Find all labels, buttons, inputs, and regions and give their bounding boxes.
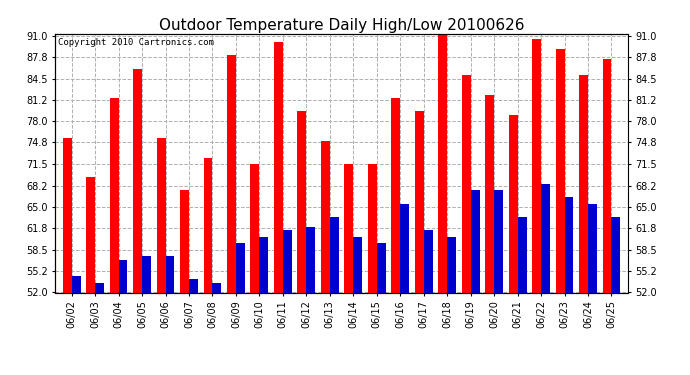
Bar [236,243,245,292]
Bar [213,283,221,292]
Bar [63,138,72,292]
Bar [321,141,330,292]
Bar [250,164,259,292]
Bar [424,230,433,292]
Bar [518,217,526,292]
Bar [86,177,95,292]
Bar [611,217,620,292]
Bar [110,98,119,292]
Bar [330,217,339,292]
Bar [485,95,494,292]
Bar [368,164,377,292]
Bar [555,49,564,292]
Bar [72,276,81,292]
Bar [532,39,541,292]
Bar [180,190,189,292]
Text: Copyright 2010 Cartronics.com: Copyright 2010 Cartronics.com [58,38,214,46]
Bar [447,237,456,292]
Bar [119,260,128,292]
Bar [564,197,573,292]
Bar [400,204,409,292]
Bar [588,204,597,292]
Bar [189,279,198,292]
Bar [438,32,447,292]
Bar [415,111,424,292]
Bar [166,256,175,292]
Bar [471,190,480,292]
Bar [204,158,213,292]
Bar [142,256,151,292]
Bar [259,237,268,292]
Bar [602,59,611,292]
Bar [297,111,306,292]
Bar [391,98,400,292]
Bar [509,115,518,292]
Title: Outdoor Temperature Daily High/Low 20100626: Outdoor Temperature Daily High/Low 20100… [159,18,524,33]
Bar [541,184,550,292]
Bar [227,56,236,292]
Bar [274,42,283,292]
Bar [579,75,588,292]
Bar [344,164,353,292]
Bar [462,75,471,292]
Bar [95,283,104,292]
Bar [306,226,315,292]
Bar [133,69,142,292]
Bar [283,230,292,292]
Bar [494,190,503,292]
Bar [157,138,166,292]
Bar [353,237,362,292]
Bar [377,243,386,292]
